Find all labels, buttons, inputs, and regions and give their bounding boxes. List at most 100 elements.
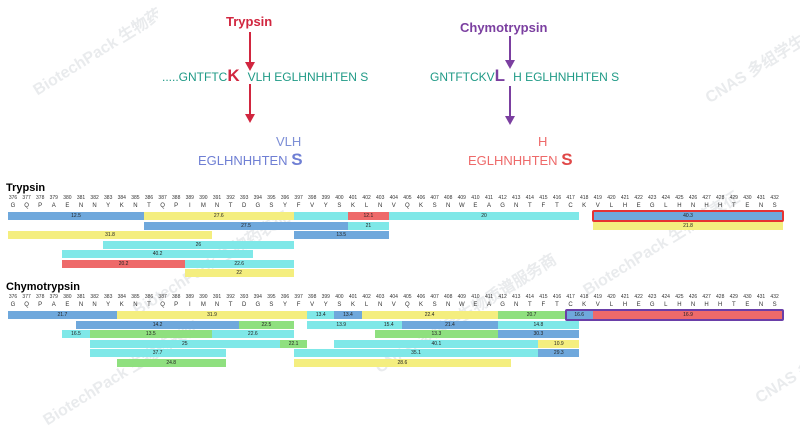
chymotrypsin-arrow-down-2-icon — [505, 86, 515, 125]
residue-letter: Y — [106, 302, 111, 308]
residue-letter: W — [458, 203, 465, 209]
residue-letter: Q — [405, 203, 410, 209]
chymotrypsin-fragment-top: H — [538, 134, 548, 149]
residue-letter: N — [446, 203, 451, 209]
chymotrypsin-cut-residue: L — [494, 66, 506, 85]
peptide-bar: 16.5 — [62, 330, 90, 338]
residue-number: 399 — [321, 195, 330, 201]
residue-number: 409 — [457, 294, 466, 300]
residue-letter: S — [337, 203, 342, 209]
peptide-bar: 28.6 — [293, 358, 512, 367]
residue-number: 401 — [348, 195, 358, 201]
peptide-bar: 26 — [103, 240, 294, 249]
residue-number: 400 — [335, 294, 344, 300]
residue-number: 418 — [580, 195, 589, 201]
residue-letter: Y — [323, 302, 328, 308]
residue-number: 422 — [634, 195, 643, 201]
residue-letter: H — [677, 302, 682, 308]
residue-letter: H — [677, 203, 682, 209]
residue-letter: N — [514, 203, 519, 209]
residue-letter: N — [514, 302, 519, 308]
residue-letter: H — [704, 203, 709, 209]
residue-letter: M — [200, 203, 206, 209]
residue-number: 376 — [8, 294, 18, 300]
residue-number: 419 — [593, 294, 602, 300]
residue-number: 416 — [552, 294, 562, 300]
residue-number: 377 — [22, 294, 31, 300]
residue-number: 412 — [498, 294, 507, 300]
residue-number: 396 — [280, 195, 290, 201]
residue-letter: N — [758, 203, 764, 209]
peptide-bar: 15.4 — [375, 320, 403, 329]
residue-number: 382 — [90, 294, 99, 300]
peptide-bar: 13.4 — [307, 311, 335, 319]
residue-letter: F — [541, 302, 546, 308]
trypsin-fragment-main: EGLHNHHTEN — [198, 153, 288, 168]
residue-number: 425 — [675, 294, 684, 300]
peptide-bar: 12.5 — [8, 212, 144, 220]
peptide-bar: 22.1 — [280, 339, 308, 348]
residue-number: 406 — [416, 195, 426, 201]
residue-number: 410 — [471, 294, 480, 300]
residue-letter: E — [636, 203, 641, 209]
residue-letter: S — [269, 302, 274, 308]
trypsin-seq-prefix: .....GNTFTC — [162, 70, 228, 84]
residue-letter: G — [255, 203, 261, 209]
residue-letter: N — [133, 203, 138, 209]
residue-letter: H — [718, 203, 723, 209]
residue-number: 414 — [525, 294, 534, 300]
residue-number: 429 — [729, 294, 738, 300]
peptide-bar: 13.9 — [307, 320, 376, 329]
residue-number: 410 — [471, 195, 480, 201]
residue-letter: V — [310, 302, 315, 308]
residue-number: 419 — [593, 195, 602, 201]
residue-letter: A — [51, 302, 56, 308]
residue-letter: L — [364, 302, 369, 308]
residue-number: 395 — [267, 294, 276, 300]
residue-letter: F — [296, 203, 301, 209]
trypsin-arrow-down-2-icon — [245, 84, 255, 123]
residue-number: 380 — [63, 294, 72, 300]
cleavage-diagram: Trypsin .....GNTFTCK VLH EGLHNHHTEN S VLH… — [158, 0, 666, 182]
residue-number: 431 — [756, 195, 766, 201]
highlight-box — [591, 210, 785, 222]
residue-letter: V — [595, 302, 600, 308]
residue-letter: C — [568, 302, 573, 308]
residue-number: 411 — [485, 195, 493, 201]
peptide-bar: 25 — [89, 339, 280, 348]
residue-letter: G — [10, 302, 16, 308]
residue-letter: Y — [323, 203, 328, 209]
residue-letter: E — [745, 203, 750, 209]
peptide-bar: 22 — [184, 269, 294, 277]
residue-number: 384 — [117, 195, 126, 201]
residue-letter: N — [758, 302, 764, 308]
residue-number: 402 — [362, 294, 371, 300]
residue-number: 385 — [131, 195, 140, 201]
residue-number: 393 — [240, 195, 249, 201]
residue-number: 397 — [294, 195, 303, 201]
residue-letter: E — [65, 203, 70, 209]
peptide-bar: 22.6 — [184, 259, 294, 268]
residue-number: 420 — [607, 195, 616, 201]
residue-letter: T — [731, 302, 736, 308]
residue-number: 424 — [661, 294, 670, 300]
peptide-bar: 13.4 — [334, 311, 362, 319]
residue-number: 430 — [743, 294, 752, 300]
residue-letter: T — [228, 203, 233, 209]
residue-number: 432 — [770, 195, 779, 201]
residue-number: 387 — [158, 294, 167, 300]
residue-number: 415 — [539, 294, 548, 300]
peptide-bar: 13.3 — [375, 330, 498, 338]
residue-number: 377 — [22, 195, 31, 201]
peptide-bar — [293, 212, 348, 220]
trypsin-sequence: .....GNTFTCK VLH EGLHNHHTEN S — [162, 66, 368, 86]
residue-letter: N — [78, 203, 84, 209]
residue-letter: Q — [160, 302, 165, 308]
residue-letter: K — [582, 203, 587, 209]
residue-number: 421 — [620, 294, 630, 300]
residue-letter: H — [622, 203, 628, 209]
residue-number: 398 — [308, 195, 317, 201]
residue-letter: D — [242, 203, 247, 209]
residue-letter: G — [649, 302, 655, 308]
chymotrypsin-title: Chymotrypsin — [460, 20, 548, 35]
